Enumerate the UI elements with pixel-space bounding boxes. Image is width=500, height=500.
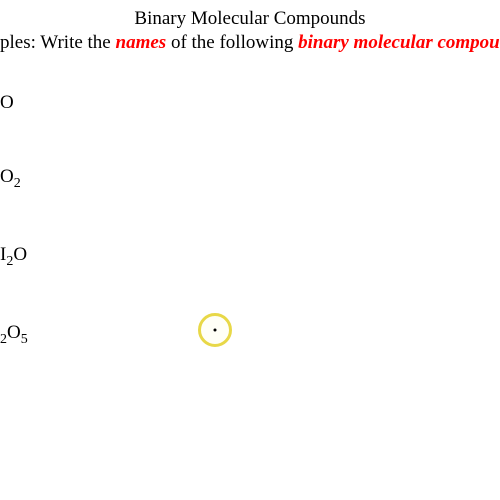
compound-formula-sub: 2: [0, 331, 7, 346]
compound-item: I2O: [0, 244, 500, 270]
compound-item: O: [0, 92, 500, 114]
instruction-emphasis-compounds: binary molecular compoun: [298, 32, 500, 53]
compound-formula-sub: 2: [14, 176, 21, 191]
cursor-highlight-ring: [198, 313, 232, 347]
page-title: Binary Molecular Compounds: [0, 8, 500, 30]
compound-item: O2: [0, 166, 500, 192]
instruction-prefix: ples: Write the: [0, 32, 116, 53]
compound-list: O O2 I2O 2O5: [0, 92, 500, 347]
compound-formula-base: O: [7, 322, 21, 343]
compound-formula: O: [0, 92, 14, 113]
compound-formula-sub: 5: [21, 331, 28, 346]
instruction-line: ples: Write the names of the following b…: [0, 32, 500, 54]
compound-formula-base: O: [0, 166, 14, 187]
compound-item: 2O5: [0, 322, 500, 348]
instruction-mid: of the following: [166, 32, 298, 53]
instruction-emphasis-names: names: [116, 32, 167, 53]
compound-formula-base2: O: [13, 244, 27, 265]
cursor-dot: [214, 329, 217, 332]
